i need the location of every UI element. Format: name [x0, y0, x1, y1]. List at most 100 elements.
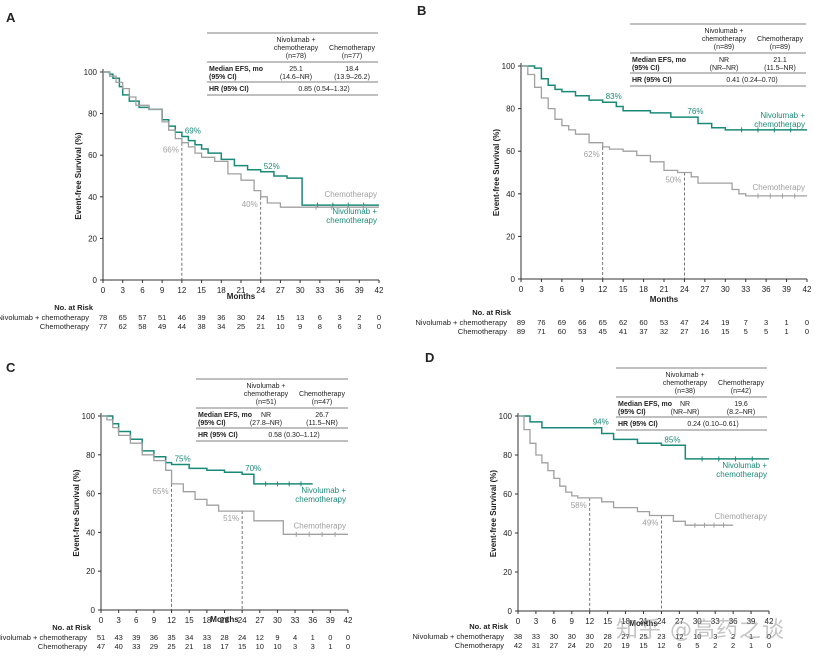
risk-cell-chemotherapy: 15 — [721, 327, 729, 336]
risk-cell-chemotherapy: 53 — [578, 327, 586, 336]
risk-cell-chemotherapy: 20 — [586, 641, 594, 650]
table-col-header-nivolumab: chemotherapy — [244, 391, 289, 398]
curve-label-nivolumab: Nivolumab + — [722, 461, 767, 470]
x-tick-label: 3 — [120, 286, 125, 295]
table-row-label-median: Median EFS, mo — [632, 57, 686, 64]
risk-cell-nivolumab: 12 — [675, 632, 683, 641]
table-median-chemotherapy: 21.1 — [773, 57, 787, 64]
x-tick-label: 39 — [747, 617, 756, 626]
risk-cell-nivolumab: 47 — [680, 318, 688, 327]
x-tick-label: 27 — [255, 616, 264, 625]
risk-cell-chemotherapy: 37 — [639, 327, 647, 336]
y-tick-label: 0 — [91, 606, 96, 615]
x-tick-label: 33 — [315, 286, 324, 295]
table-median-nivolumab: NR — [261, 412, 271, 419]
risk-cell-nivolumab: 0 — [377, 313, 381, 322]
table-hr-value: 0.85 (0.54–1.32) — [298, 86, 349, 93]
risk-cell-chemotherapy: 62 — [119, 322, 127, 331]
landmark-label-nivolumab: 75% — [175, 455, 191, 464]
risk-cell-nivolumab: 7 — [744, 318, 748, 327]
table-col-header-nivolumab: Nivolumab + — [704, 28, 743, 35]
summary-table: Nivolumab +chemotherapy(n=38) Chemotherap… — [616, 367, 767, 431]
y-tick-label: 100 — [82, 412, 96, 421]
table-n-nivolumab: (n=78) — [286, 53, 306, 60]
risk-cell-nivolumab: 0 — [805, 318, 809, 327]
risk-cell-chemotherapy: 10 — [276, 322, 284, 331]
curve-label-nivolumab: Nivolumab + — [332, 207, 377, 216]
series-line-chemotherapy — [103, 71, 379, 208]
panel-letter: C — [6, 360, 16, 375]
risk-cell-chemotherapy: 25 — [237, 322, 245, 331]
y-tick-label: 20 — [503, 568, 512, 577]
risk-cell-nivolumab: 1 — [311, 633, 315, 642]
table-row-label-median: Median EFS, mo — [618, 401, 672, 408]
risk-cell-chemotherapy: 41 — [619, 327, 627, 336]
risk-cell-nivolumab: 30 — [237, 313, 245, 322]
risk-cell-chemotherapy: 27 — [550, 641, 558, 650]
x-tick-label: 30 — [296, 286, 305, 295]
table-col-header-nivolumab: Nivolumab + — [665, 372, 704, 379]
table-row-label-median: (95% CI) — [618, 409, 646, 416]
series-line-nivolumab — [521, 65, 807, 131]
table-median-ci-nivolumab: (14.6–NR) — [280, 74, 312, 81]
risk-cell-nivolumab: 0 — [767, 632, 771, 641]
risk-cell-chemotherapy: 3 — [293, 642, 297, 651]
risk-table-header: No. at Risk — [472, 308, 512, 317]
risk-cell-nivolumab: 1 — [749, 632, 753, 641]
x-tick-label: 9 — [570, 617, 575, 626]
table-median-chemotherapy: 18.4 — [345, 66, 359, 73]
table-n-chemotherapy: (n=42) — [731, 388, 751, 395]
risk-cell-chemotherapy: 60 — [558, 327, 566, 336]
table-n-chemotherapy: (n=47) — [312, 399, 332, 406]
x-tick-label: 15 — [197, 286, 206, 295]
table-col-header-nivolumab: Nivolumab + — [276, 37, 315, 44]
table-n-chemotherapy: (n=77) — [342, 53, 362, 60]
risk-cell-chemotherapy: 47 — [97, 642, 105, 651]
risk-cell-nivolumab: 4 — [293, 633, 297, 642]
risk-cell-chemotherapy: 17 — [220, 642, 228, 651]
risk-cell-nivolumab: 46 — [178, 313, 186, 322]
risk-cell-chemotherapy: 2 — [713, 641, 717, 650]
summary-table: Nivolumab +chemotherapy(n=89)Chemotherap… — [630, 23, 806, 87]
landmark-label-nivolumab: 69% — [185, 126, 201, 135]
table-median-ci-chemotherapy: (13.9–26.2) — [334, 74, 370, 81]
risk-cell-chemotherapy: 25 — [167, 642, 175, 651]
x-tick-label: 36 — [762, 285, 771, 294]
risk-cell-nivolumab: 28 — [220, 633, 228, 642]
table-col-header-chemotherapy: Chemotherapy — [757, 36, 803, 43]
table-median-ci-chemotherapy: (11.5–NR) — [306, 420, 338, 427]
table-median-ci-chemotherapy: (8.2–NR) — [727, 409, 755, 416]
risk-cell-nivolumab: 30 — [586, 632, 594, 641]
panel-letter: D — [425, 350, 434, 365]
y-tick-label: 40 — [503, 529, 512, 538]
risk-row-label-chemotherapy: Chemotherapy — [38, 642, 87, 651]
x-tick-label: 9 — [160, 286, 165, 295]
risk-cell-nivolumab: 1 — [784, 318, 788, 327]
risk-cell-chemotherapy: 21 — [185, 642, 193, 651]
x-tick-label: 18 — [639, 285, 648, 294]
landmark-label-nivolumab: 85% — [664, 435, 680, 444]
risk-cell-nivolumab: 51 — [158, 313, 166, 322]
landmark-label-chemotherapy: 51% — [223, 514, 239, 523]
x-tick-label: 24 — [256, 286, 265, 295]
x-tick-label: 27 — [700, 285, 709, 294]
risk-cell-chemotherapy: 15 — [238, 642, 246, 651]
risk-cell-chemotherapy: 49 — [158, 322, 166, 331]
x-tick-label: 3 — [116, 616, 121, 625]
y-tick-label: 80 — [86, 451, 95, 460]
table-n-chemotherapy: (n=89) — [770, 44, 790, 51]
risk-cell-nivolumab: 78 — [99, 313, 107, 322]
risk-cell-chemotherapy: 5 — [695, 641, 699, 650]
landmark-label-nivolumab: 70% — [245, 464, 261, 473]
table-n-nivolumab: (n=38) — [675, 388, 695, 395]
x-tick-label: 12 — [598, 285, 607, 294]
risk-cell-chemotherapy: 0 — [767, 641, 771, 650]
risk-cell-chemotherapy: 58 — [138, 322, 146, 331]
table-row-label-hr: HR (95% CI) — [618, 421, 658, 428]
y-axis-label: Event-free Survival (%) — [492, 129, 501, 216]
risk-cell-chemotherapy: 1 — [784, 327, 788, 336]
risk-cell-nivolumab: 24 — [257, 313, 265, 322]
risk-cell-chemotherapy: 0 — [377, 322, 381, 331]
